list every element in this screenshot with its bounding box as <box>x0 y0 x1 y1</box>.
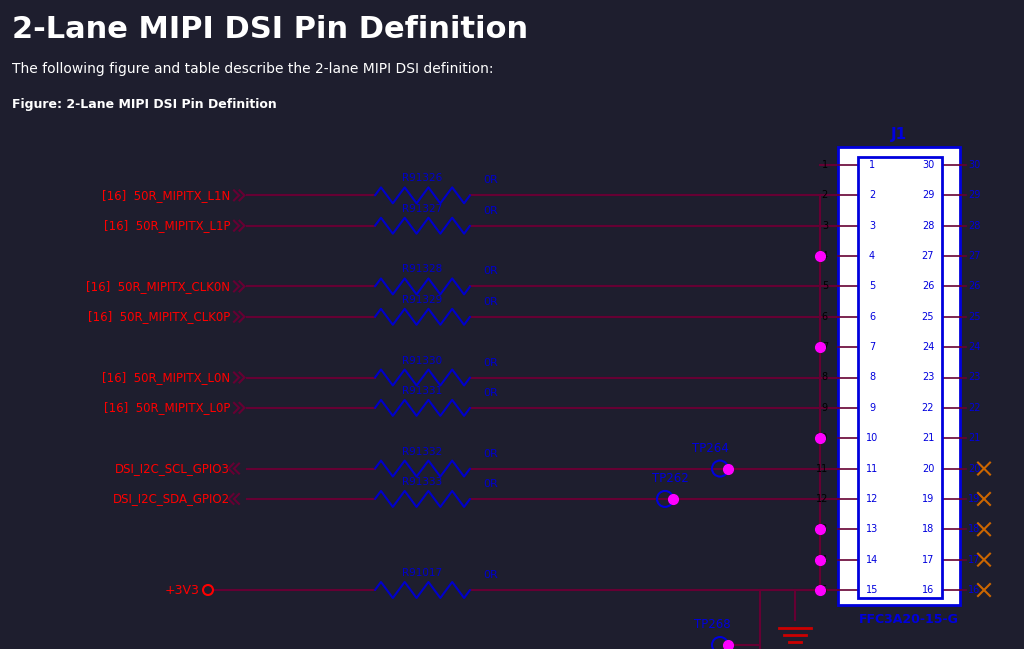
Text: 16: 16 <box>922 585 934 595</box>
Text: 1: 1 <box>869 160 876 170</box>
Text: 2: 2 <box>869 190 876 201</box>
Text: R91330: R91330 <box>402 356 442 365</box>
Text: 14: 14 <box>866 555 879 565</box>
Text: 3: 3 <box>869 221 876 230</box>
Text: 15: 15 <box>816 585 828 595</box>
Text: R91331: R91331 <box>402 386 442 396</box>
Text: 13: 13 <box>866 524 879 534</box>
Text: 0R: 0R <box>483 175 498 186</box>
Text: DSI_I2C_SCL_GPIO3: DSI_I2C_SCL_GPIO3 <box>115 462 230 475</box>
Text: 26: 26 <box>968 282 980 291</box>
Text: 18: 18 <box>968 524 980 534</box>
Text: Figure: 2-Lane MIPI DSI Pin Definition: Figure: 2-Lane MIPI DSI Pin Definition <box>12 98 276 111</box>
Text: 0R: 0R <box>483 448 498 459</box>
Text: 18: 18 <box>922 524 934 534</box>
Text: 5: 5 <box>869 282 876 291</box>
Bar <box>838 147 961 605</box>
Text: 30: 30 <box>968 160 980 170</box>
Text: R91329: R91329 <box>402 295 442 305</box>
Text: 0R: 0R <box>483 388 498 398</box>
Text: 25: 25 <box>968 312 981 322</box>
Text: 20: 20 <box>968 463 980 474</box>
Text: R91327: R91327 <box>402 204 442 214</box>
Text: 6: 6 <box>869 312 876 322</box>
Text: 7: 7 <box>821 342 828 352</box>
Text: 15: 15 <box>866 585 879 595</box>
Text: 23: 23 <box>922 373 934 382</box>
Text: 30: 30 <box>922 160 934 170</box>
Text: 5: 5 <box>821 282 828 291</box>
Text: TP268: TP268 <box>693 618 730 631</box>
Text: 20: 20 <box>922 463 934 474</box>
Text: R91332: R91332 <box>402 447 442 456</box>
Text: [16]  50R_MIPITX_L1P: [16] 50R_MIPITX_L1P <box>103 219 230 232</box>
Text: 3: 3 <box>822 221 828 230</box>
Text: 2: 2 <box>821 190 828 201</box>
Text: 4: 4 <box>822 251 828 261</box>
Text: [16]  50R_MIPITX_L1N: [16] 50R_MIPITX_L1N <box>101 189 230 202</box>
Text: [16]  50R_MIPITX_CLK0N: [16] 50R_MIPITX_CLK0N <box>86 280 230 293</box>
Text: 11: 11 <box>816 463 828 474</box>
Text: 19: 19 <box>922 494 934 504</box>
Text: TP262: TP262 <box>651 472 688 485</box>
Text: 27: 27 <box>922 251 934 261</box>
Text: 2-Lane MIPI DSI Pin Definition: 2-Lane MIPI DSI Pin Definition <box>12 15 528 44</box>
Text: [16]  50R_MIPITX_L0N: [16] 50R_MIPITX_L0N <box>101 371 230 384</box>
Text: 6: 6 <box>822 312 828 322</box>
Text: 9: 9 <box>822 403 828 413</box>
Text: 22: 22 <box>968 403 981 413</box>
Text: 28: 28 <box>968 221 980 230</box>
Text: [16]  50R_MIPITX_L0P: [16] 50R_MIPITX_L0P <box>103 401 230 414</box>
Text: 29: 29 <box>968 190 980 201</box>
Text: 8: 8 <box>822 373 828 382</box>
Text: 28: 28 <box>922 221 934 230</box>
Text: 0R: 0R <box>483 479 498 489</box>
Text: 0R: 0R <box>483 570 498 580</box>
Text: R91333: R91333 <box>402 477 442 487</box>
Text: 21: 21 <box>968 434 980 443</box>
Text: 12: 12 <box>866 494 879 504</box>
Text: 29: 29 <box>922 190 934 201</box>
Text: 23: 23 <box>968 373 980 382</box>
Text: 1: 1 <box>822 160 828 170</box>
Text: 0R: 0R <box>483 267 498 276</box>
Text: 24: 24 <box>922 342 934 352</box>
Text: FFC3A20-15-G: FFC3A20-15-G <box>859 613 958 626</box>
Text: 14: 14 <box>816 555 828 565</box>
Text: The following figure and table describe the 2-lane MIPI DSI definition:: The following figure and table describe … <box>12 62 494 76</box>
Text: 24: 24 <box>968 342 980 352</box>
Text: R91326: R91326 <box>402 173 442 184</box>
Text: 21: 21 <box>922 434 934 443</box>
Text: 25: 25 <box>922 312 934 322</box>
Text: [16]  50R_MIPITX_CLK0P: [16] 50R_MIPITX_CLK0P <box>88 310 230 323</box>
Text: 16: 16 <box>968 585 980 595</box>
Text: 10: 10 <box>816 434 828 443</box>
Text: 27: 27 <box>968 251 981 261</box>
Text: 13: 13 <box>816 524 828 534</box>
Text: 11: 11 <box>866 463 879 474</box>
Text: 9: 9 <box>869 403 876 413</box>
Text: R91328: R91328 <box>402 264 442 275</box>
Text: R91017: R91017 <box>402 568 442 578</box>
Text: DSI_I2C_SDA_GPIO2: DSI_I2C_SDA_GPIO2 <box>113 493 230 506</box>
Text: 4: 4 <box>869 251 876 261</box>
Bar <box>858 157 942 598</box>
Text: TP264: TP264 <box>691 441 728 454</box>
Text: 0R: 0R <box>483 206 498 215</box>
Text: 17: 17 <box>968 555 980 565</box>
Text: 0R: 0R <box>483 297 498 307</box>
Text: 10: 10 <box>866 434 879 443</box>
Text: 12: 12 <box>816 494 828 504</box>
Text: 0R: 0R <box>483 358 498 367</box>
Text: 19: 19 <box>968 494 980 504</box>
Text: 17: 17 <box>922 555 934 565</box>
Text: 22: 22 <box>922 403 934 413</box>
Text: J1: J1 <box>891 127 907 142</box>
Text: 8: 8 <box>869 373 876 382</box>
Text: +3V3: +3V3 <box>165 583 200 596</box>
Text: 26: 26 <box>922 282 934 291</box>
Text: 7: 7 <box>869 342 876 352</box>
